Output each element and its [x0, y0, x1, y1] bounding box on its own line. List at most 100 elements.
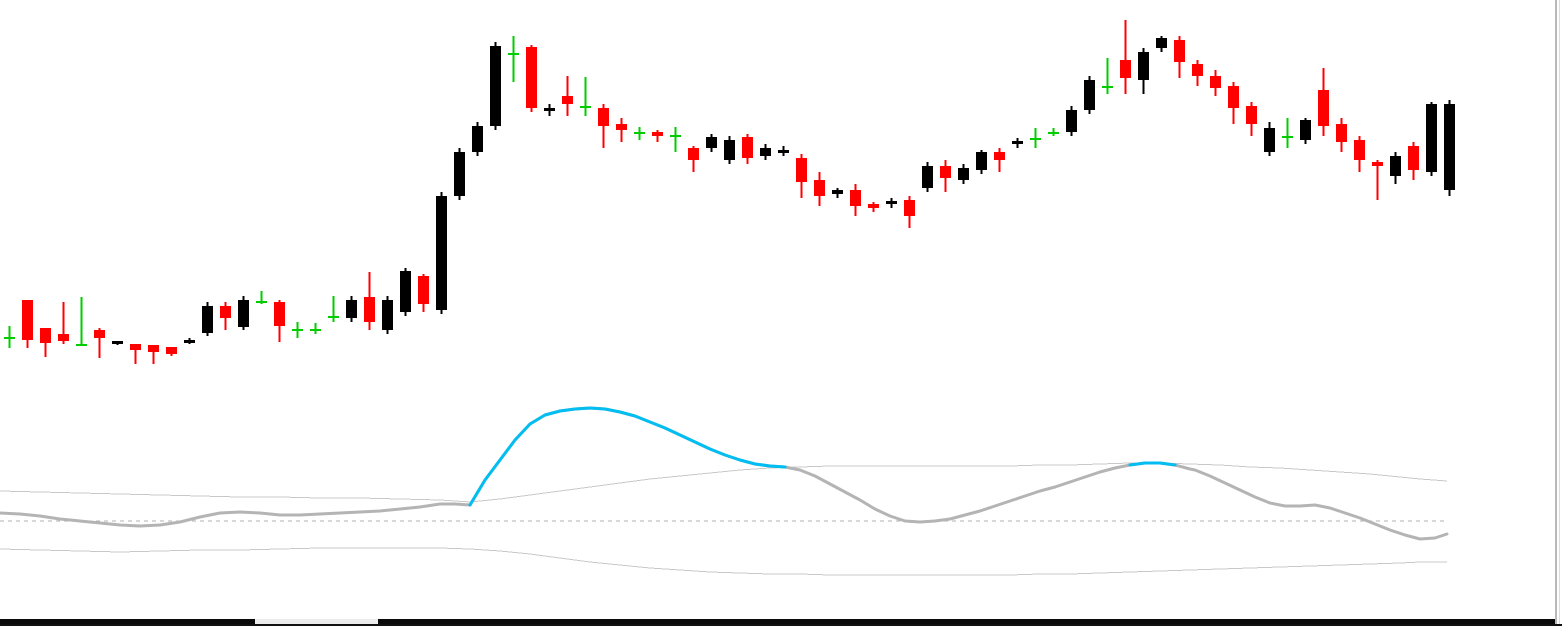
candle[interactable] [292, 322, 303, 338]
candle-body [112, 341, 123, 344]
candle[interactable] [1426, 102, 1437, 176]
candle[interactable] [1318, 68, 1329, 136]
candle[interactable] [490, 42, 501, 130]
candle[interactable] [112, 341, 123, 345]
candle[interactable] [1372, 160, 1383, 200]
scrollbar-thumb-0[interactable] [0, 619, 255, 626]
candlestick-group[interactable] [4, 20, 1455, 364]
candle[interactable] [1282, 118, 1293, 148]
candle[interactable] [1192, 60, 1203, 86]
candle[interactable] [220, 302, 231, 330]
candle[interactable] [652, 130, 663, 142]
candle-body [994, 152, 1005, 160]
candle[interactable] [1300, 118, 1311, 144]
oscillator-signal-line [0, 406, 1449, 541]
candle-body [1246, 106, 1257, 124]
candle-body [4, 337, 15, 339]
candle[interactable] [364, 272, 375, 330]
candle[interactable] [1210, 70, 1221, 96]
candle[interactable] [238, 296, 249, 330]
candle[interactable] [922, 162, 933, 192]
candle[interactable] [130, 344, 141, 364]
candle[interactable] [148, 345, 159, 364]
candle[interactable] [1084, 76, 1095, 114]
candle[interactable] [328, 296, 339, 322]
candle[interactable] [562, 76, 573, 116]
horizontal-scrollbar[interactable] [0, 606, 1556, 626]
chart-canvas[interactable] [0, 0, 1556, 606]
candle[interactable] [544, 104, 555, 116]
candle[interactable] [814, 172, 825, 206]
candle[interactable] [1138, 48, 1149, 94]
candle[interactable] [400, 268, 411, 316]
candle[interactable] [94, 328, 105, 358]
candle-body [1264, 128, 1275, 152]
candle[interactable] [580, 77, 591, 116]
candle[interactable] [1066, 106, 1077, 136]
candle[interactable] [598, 104, 609, 148]
candle-body [1300, 120, 1311, 140]
candle[interactable] [4, 326, 15, 348]
candle[interactable] [724, 136, 735, 164]
candle[interactable] [76, 297, 87, 346]
candle[interactable] [1444, 100, 1455, 196]
candle[interactable] [940, 160, 951, 192]
candle[interactable] [688, 146, 699, 172]
candle[interactable] [310, 323, 321, 334]
candle[interactable] [958, 164, 969, 184]
candle[interactable] [274, 300, 285, 342]
candle[interactable] [1390, 152, 1401, 184]
candle[interactable] [346, 296, 357, 322]
candle[interactable] [508, 36, 519, 82]
scrollbar-thumb-1[interactable] [378, 619, 1556, 626]
candle-body [292, 329, 303, 331]
candle-body [472, 126, 483, 152]
candle[interactable] [1174, 36, 1185, 78]
candle[interactable] [382, 296, 393, 334]
candle[interactable] [886, 198, 897, 208]
candle[interactable] [166, 347, 177, 356]
candle-wick [512, 36, 515, 82]
candle[interactable] [184, 338, 195, 344]
candle[interactable] [22, 300, 33, 348]
candle[interactable] [742, 134, 753, 164]
candle[interactable] [616, 118, 627, 142]
candle-body [1174, 40, 1185, 62]
candle[interactable] [1354, 136, 1365, 172]
candle[interactable] [850, 184, 861, 216]
candle[interactable] [868, 202, 879, 212]
candle[interactable] [472, 122, 483, 156]
candle[interactable] [526, 45, 537, 112]
candle[interactable] [1228, 82, 1239, 124]
bottom-edge-rule [0, 624, 1562, 626]
candle[interactable] [40, 328, 51, 357]
candle[interactable] [418, 274, 429, 312]
candle[interactable] [994, 148, 1005, 172]
candle[interactable] [904, 196, 915, 228]
candle[interactable] [1336, 118, 1347, 152]
candle[interactable] [1012, 138, 1023, 148]
candle[interactable] [976, 150, 987, 174]
candle[interactable] [760, 144, 771, 160]
candle[interactable] [1408, 142, 1419, 180]
candle[interactable] [778, 146, 789, 156]
candle[interactable] [1102, 58, 1113, 94]
candle[interactable] [706, 134, 717, 152]
candle[interactable] [832, 188, 843, 198]
candle[interactable] [796, 154, 807, 198]
candle[interactable] [454, 148, 465, 200]
candle-body [976, 152, 987, 170]
candle[interactable] [202, 302, 213, 336]
candle[interactable] [1120, 20, 1131, 94]
candle[interactable] [1264, 122, 1275, 156]
candle[interactable] [670, 127, 681, 152]
candle[interactable] [58, 302, 69, 344]
candle[interactable] [1156, 36, 1167, 52]
candle[interactable] [256, 291, 267, 304]
candle[interactable] [1048, 128, 1059, 136]
candle[interactable] [436, 192, 447, 314]
candle[interactable] [634, 127, 645, 140]
upper-band [0, 462, 1448, 503]
candle[interactable] [1246, 102, 1257, 136]
candle[interactable] [1030, 128, 1041, 148]
